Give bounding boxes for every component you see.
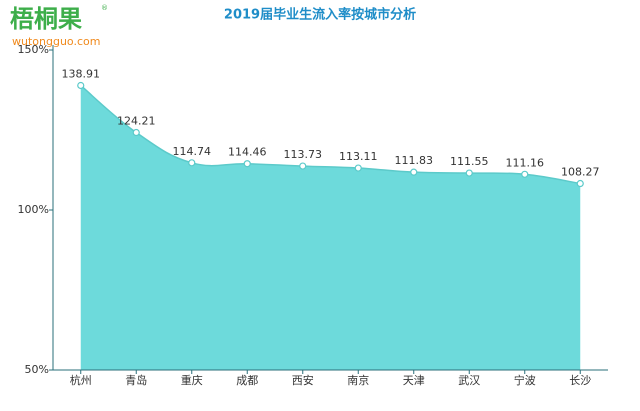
value-label: 138.91 bbox=[62, 67, 101, 80]
y-tick-label: 150% bbox=[18, 43, 49, 56]
value-label: 111.16 bbox=[506, 156, 545, 169]
x-tick-label: 重庆 bbox=[181, 373, 203, 387]
x-tick-label: 天津 bbox=[403, 374, 425, 387]
value-label: 108.27 bbox=[561, 166, 600, 179]
value-label: 114.46 bbox=[228, 146, 267, 159]
point bbox=[77, 81, 85, 90]
point bbox=[410, 168, 418, 176]
x-tick-label: 武汉 bbox=[458, 374, 480, 387]
area bbox=[80, 85, 581, 370]
y-tick-label: 100% bbox=[18, 203, 49, 216]
value-label: 124.21 bbox=[117, 115, 156, 128]
value-label: 113.11 bbox=[339, 150, 378, 163]
value-label: 111.55 bbox=[450, 155, 489, 168]
x-tick-label: 长沙 bbox=[569, 374, 591, 387]
point bbox=[521, 170, 529, 178]
point bbox=[299, 162, 307, 170]
value-label: 111.83 bbox=[395, 154, 434, 167]
point bbox=[354, 164, 362, 172]
point bbox=[243, 160, 251, 168]
y-tick-label: 50% bbox=[25, 363, 49, 376]
chart-title: 2019届毕业生流入率按城市分析 bbox=[224, 7, 416, 23]
value-label: 113.73 bbox=[284, 148, 323, 161]
x-tick-label: 宁波 bbox=[514, 373, 536, 387]
x-tick-label: 西安 bbox=[292, 373, 314, 387]
logo-brand: 梧桐果 bbox=[10, 5, 82, 33]
x-tick-label: 成都 bbox=[236, 374, 258, 387]
logo-site: wutongguo.com bbox=[12, 35, 100, 48]
x-tick-label: 杭州 bbox=[70, 373, 92, 387]
x-tick-label: 青岛 bbox=[125, 373, 147, 387]
logo-mark: ® bbox=[101, 4, 108, 12]
point bbox=[576, 179, 584, 188]
point bbox=[188, 159, 196, 167]
value-label: 114.74 bbox=[173, 145, 212, 158]
x-tick-label: 南京 bbox=[347, 373, 369, 387]
point bbox=[132, 128, 140, 137]
point bbox=[465, 169, 473, 177]
line bbox=[80, 84, 581, 185]
